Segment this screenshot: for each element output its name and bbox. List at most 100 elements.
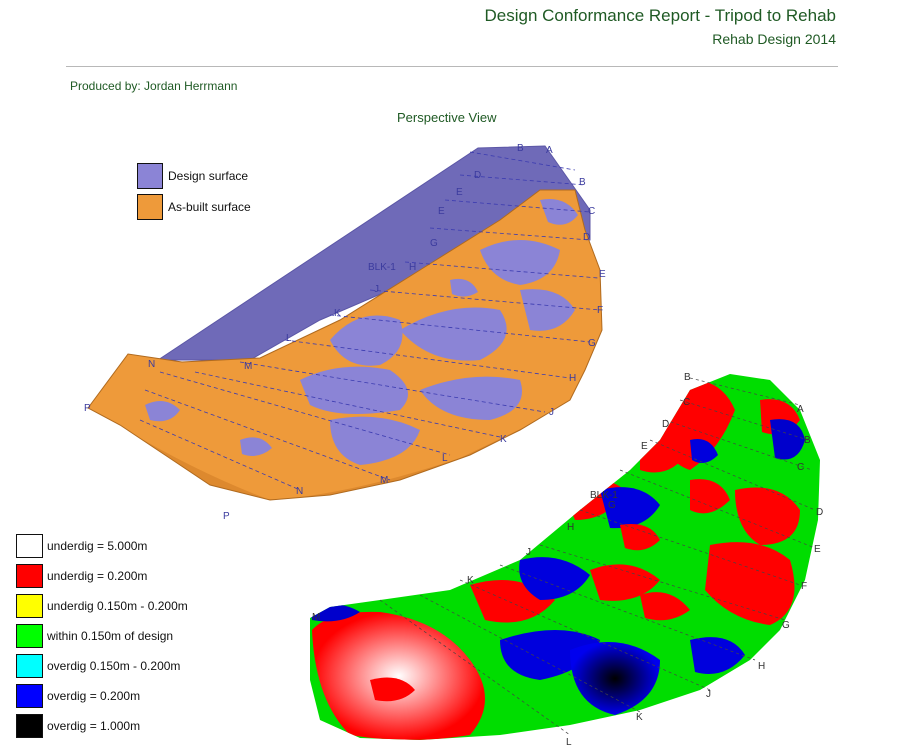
design-patch — [240, 437, 272, 456]
design-patch — [420, 376, 522, 420]
underdig-zone — [735, 487, 800, 545]
svg-text:L: L — [286, 333, 292, 344]
svg-text:J: J — [706, 689, 711, 700]
section-lines — [139, 151, 601, 491]
overdig-zone — [770, 419, 805, 460]
report-subtitle: Rehab Design 2014 — [712, 31, 836, 47]
legend-swatch — [137, 163, 163, 189]
surface-legend: Design surface As-built surface — [137, 163, 251, 225]
legend-label: underdig = 5.000m — [47, 539, 148, 553]
design-patch — [400, 307, 507, 361]
section-labels-bottom: B A B C D E F G H J K L M K J H G E D C BLK-1 — [312, 372, 823, 748]
legend-item-design-surface: Design surface — [137, 163, 251, 189]
svg-text:D: D — [583, 232, 590, 243]
svg-text:K: K — [334, 308, 341, 319]
legend-item-asbuilt-surface: As-built surface — [137, 194, 251, 220]
legend-swatch — [16, 534, 43, 558]
report-title: Design Conformance Report - Tripod to Re… — [484, 6, 836, 25]
svg-text:K: K — [467, 575, 474, 586]
svg-text:H: H — [758, 661, 765, 672]
svg-text:F: F — [801, 581, 807, 592]
underdig-zone — [590, 564, 660, 601]
legend-item-within-tolerance: within 0.150m of design — [16, 624, 188, 648]
svg-text:D: D — [816, 507, 823, 518]
legend-label: overdig 0.150m - 0.200m — [47, 659, 181, 673]
svg-text:J: J — [374, 284, 379, 295]
svg-text:C: C — [588, 206, 595, 217]
svg-text:A: A — [797, 404, 804, 415]
legend-item-underdig-02m: underdig = 0.200m — [16, 564, 188, 588]
legend-label: underdig = 0.200m — [47, 569, 148, 583]
producer-credit: Produced by: Jordan Herrmann — [70, 79, 238, 93]
svg-text:C: C — [683, 397, 690, 408]
svg-text:G: G — [782, 620, 790, 631]
asbuilt-outline — [87, 189, 603, 501]
svg-text:E: E — [814, 544, 821, 555]
underdig-zone — [312, 611, 485, 740]
svg-text:K: K — [636, 712, 643, 723]
legend-item-overdig-02m: overdig = 0.200m — [16, 684, 188, 708]
svg-text:E: E — [641, 441, 648, 452]
legend-label: As-built surface — [168, 200, 251, 214]
underdig-zone — [370, 677, 415, 702]
svg-text:M: M — [312, 612, 320, 623]
underdig-zone — [620, 524, 660, 551]
svg-text:C: C — [797, 462, 804, 473]
svg-text:B: B — [684, 372, 691, 383]
legend-swatch — [16, 684, 43, 708]
legend-label: underdig 0.150m - 0.200m — [47, 599, 188, 613]
design-patch — [450, 278, 478, 297]
block-label: BLK-1 — [590, 490, 618, 501]
svg-text:J: J — [549, 407, 554, 418]
legend-item-underdig-5m: underdig = 5.000m — [16, 534, 188, 558]
legend-label: overdig = 0.200m — [47, 689, 141, 703]
heatmap-section-lines — [379, 377, 816, 736]
underdig-zone — [705, 542, 795, 625]
svg-text:L: L — [566, 737, 572, 748]
design-patch — [330, 416, 420, 465]
design-patch — [300, 366, 408, 414]
conformance-legend: underdig = 5.000m underdig = 0.200m unde… — [16, 534, 188, 744]
header-divider — [66, 66, 838, 67]
svg-text:N: N — [148, 359, 155, 370]
svg-text:E: E — [456, 187, 463, 198]
legend-swatch — [16, 624, 43, 648]
svg-text:L: L — [442, 453, 448, 464]
block-label: BLK-1 — [368, 262, 396, 273]
legend-label: within 0.150m of design — [47, 629, 174, 643]
svg-text:F: F — [597, 305, 603, 316]
svg-text:K: K — [500, 434, 507, 445]
svg-text:B: B — [517, 143, 524, 154]
legend-item-overdig-range: overdig 0.150m - 0.200m — [16, 654, 188, 678]
svg-text:P: P — [223, 511, 230, 522]
svg-text:G: G — [430, 238, 438, 249]
underdig-zone — [690, 479, 730, 514]
view-title: Perspective View — [397, 110, 497, 125]
svg-text:E: E — [599, 269, 606, 280]
design-patch — [520, 289, 575, 331]
svg-text:H: H — [409, 262, 416, 273]
overdig-zone — [600, 487, 660, 529]
legend-label: overdig = 1.000m — [47, 719, 141, 733]
design-patch — [480, 240, 560, 285]
svg-text:H: H — [567, 522, 574, 533]
overdig-zone — [690, 637, 745, 674]
svg-text:E: E — [438, 206, 445, 217]
legend-swatch — [16, 654, 43, 678]
svg-text:B: B — [579, 177, 586, 188]
svg-text:P: P — [84, 403, 91, 414]
design-patch — [145, 401, 180, 422]
svg-text:J: J — [526, 547, 531, 558]
overdig-zone — [570, 642, 660, 715]
design-surface-plane — [156, 145, 591, 361]
svg-text:B: B — [804, 435, 811, 446]
svg-text:G: G — [588, 338, 596, 349]
svg-text:D: D — [662, 419, 669, 430]
legend-swatch — [16, 564, 43, 588]
svg-text:M: M — [244, 361, 252, 372]
legend-swatch — [16, 594, 43, 618]
svg-text:H: H — [569, 373, 576, 384]
legend-label: Design surface — [168, 169, 249, 183]
